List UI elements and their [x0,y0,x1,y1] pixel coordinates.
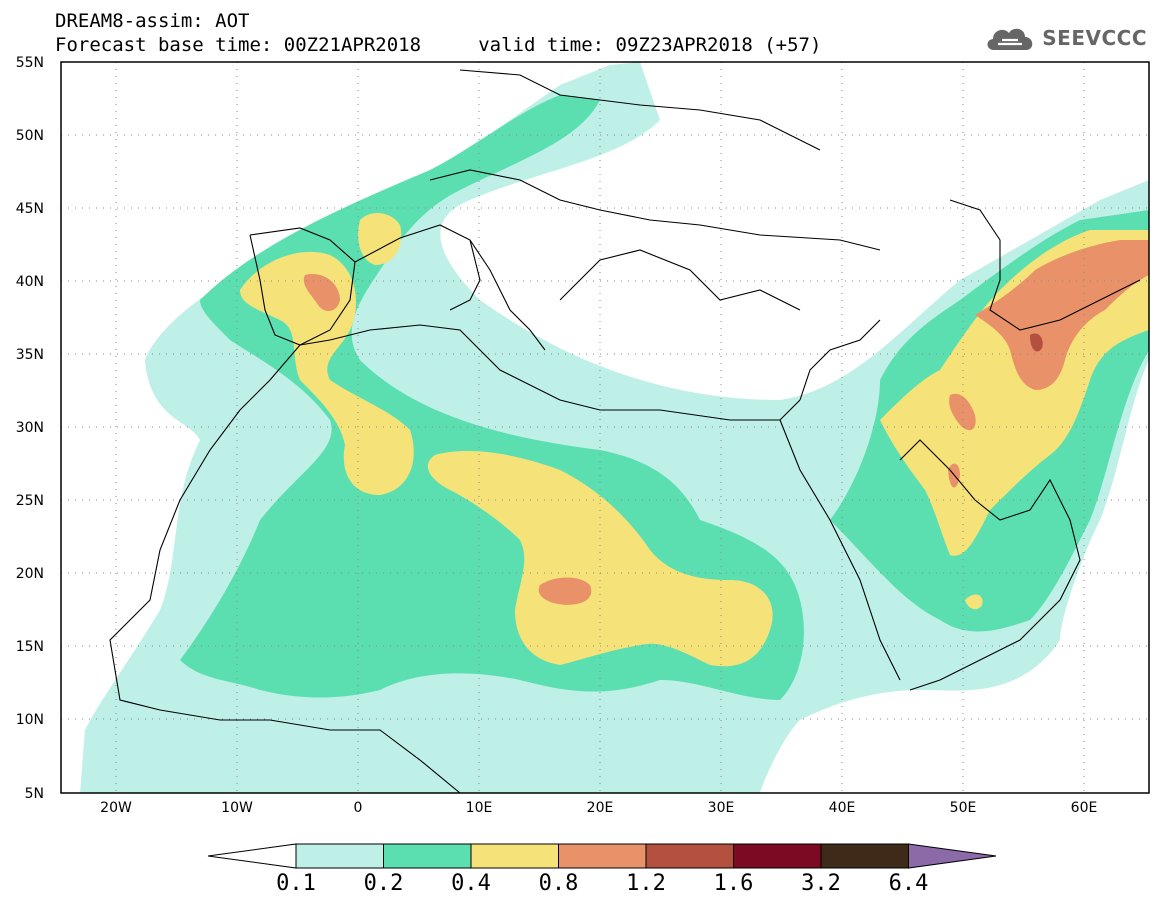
lat-label: 40N [16,274,44,290]
lon-label: 10W [221,800,253,816]
latitude-labels: 55N 50N 45N 40N 35N 30N 25N 20N 15N 10N … [16,55,44,802]
aot-level-1.2 [1030,333,1043,352]
colorbar-segment [295,843,384,869]
lat-label: 5N [25,786,44,802]
lat-label: 35N [16,347,44,363]
lat-label: 45N [16,201,44,217]
colorbar-label: 1.2 [626,871,666,896]
colorbar-label: 0.8 [539,871,579,896]
colorbar-arrow-low [207,843,297,869]
map-title: DREAM8-assim: AOT [55,10,250,32]
colorbar-segment [558,843,647,869]
colorbar-segment [733,843,822,869]
colorbar-segment [383,843,472,869]
longitude-labels: 20W 10W 0 10E 20E 30E 40E 50E 60E [100,800,1097,816]
coastlines [109,69,1141,793]
lon-label: 50E [950,800,977,816]
colorbar: 0.1 0.2 0.4 0.8 1.2 1.6 3.2 6.4 [207,843,997,896]
lat-label: 30N [16,420,44,436]
colorbar-label: 6.4 [889,871,929,896]
colorbar-label: 0.4 [451,871,491,896]
map-frame [60,61,1150,794]
colorbar-segment [820,843,909,869]
lon-label: 0 [354,800,363,816]
colorbar-label: 0.1 [276,871,316,896]
lat-label: 25N [16,493,44,509]
colorbar-segment [470,843,559,869]
lon-label: 40E [829,800,856,816]
lat-label: 20N [16,566,44,582]
lon-label: 30E [708,800,735,816]
colorbar-segment [645,843,734,869]
lon-label: 60E [1071,800,1098,816]
graticule [61,62,1149,793]
seevccc-logo: SEEVCCC [984,22,1147,54]
colorbar-label: 1.6 [714,871,754,896]
logo-text: SEEVCCC [1042,26,1147,50]
lon-label: 10E [466,800,493,816]
forecast-time-subtitle: Forecast base time: 00Z21APR2018 valid t… [55,34,822,56]
lon-label: 20W [100,800,132,816]
lat-label: 10N [16,712,44,728]
colorbar-label: 0.2 [364,871,404,896]
cloud-icon [987,28,1033,50]
lat-label: 55N [16,55,44,71]
lon-label: 20E [587,800,614,816]
lat-label: 15N [16,639,44,655]
lat-label: 50N [16,128,44,144]
colorbar-arrow-high [908,843,997,869]
colorbar-label: 3.2 [801,871,841,896]
